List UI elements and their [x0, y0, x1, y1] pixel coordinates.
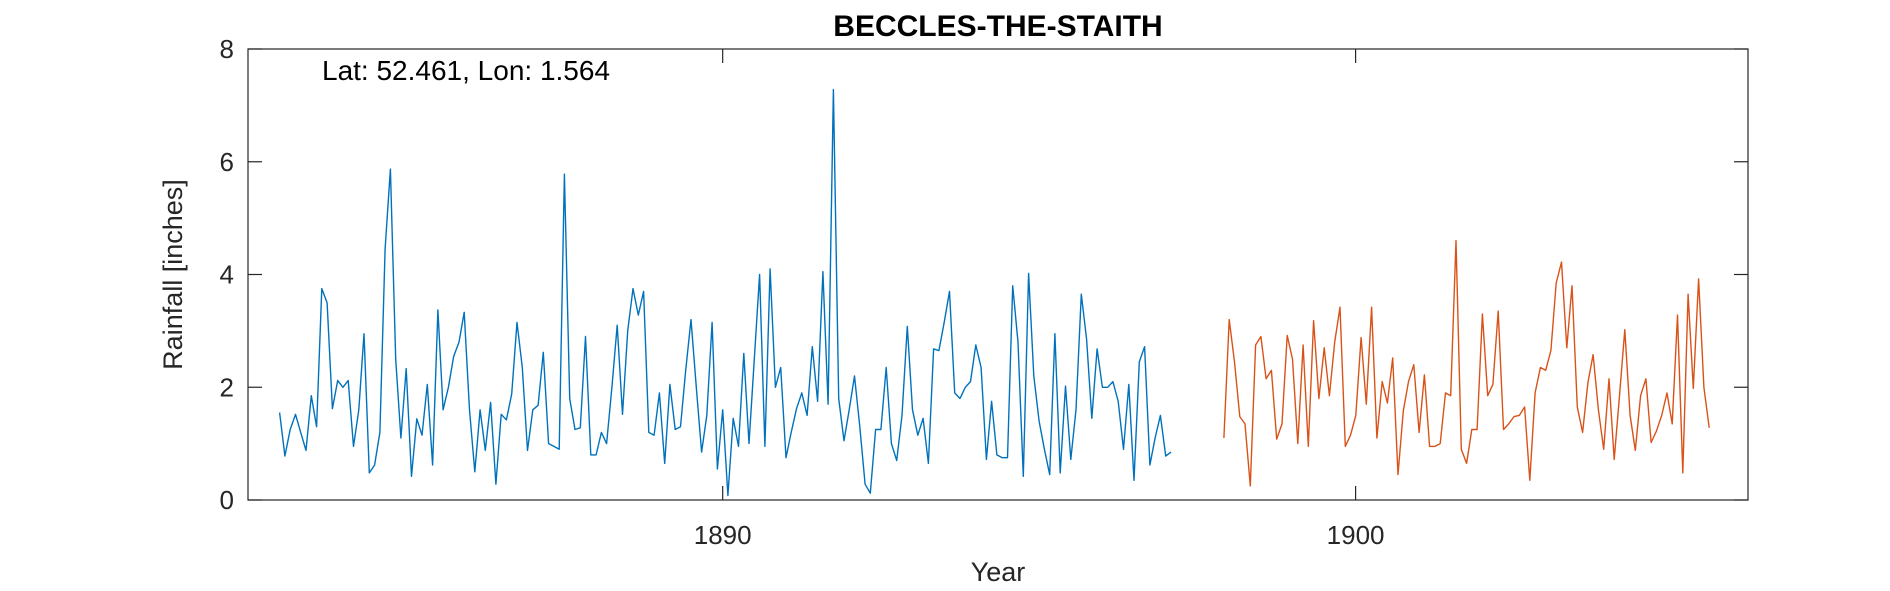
series-line-2 [1223, 239, 1710, 487]
chart-title: BECCLES-THE-STAITH [833, 10, 1162, 43]
y-axis-title: Rainfall [inches] [158, 179, 188, 370]
y-tick-label: 4 [220, 260, 234, 290]
location-annotation: Lat: 52.461, Lon: 1.564 [322, 55, 610, 86]
y-tick-label: 6 [220, 147, 234, 177]
x-axis-title: Year [971, 557, 1026, 587]
y-tick-label: 0 [220, 485, 234, 515]
series-layer [278, 88, 1710, 497]
plot-area: 0 2 4 6 8 1890 1900 [220, 34, 1749, 550]
y-tick-label: 2 [220, 372, 234, 402]
x-tick-label: 1900 [1327, 520, 1385, 550]
axes-box [247, 48, 1749, 501]
series-line-1 [278, 88, 1172, 497]
y-tick-label: 8 [220, 34, 234, 64]
x-tick-label: 1890 [694, 520, 752, 550]
axis-ticks: 0 2 4 6 8 1890 1900 [220, 34, 1748, 550]
